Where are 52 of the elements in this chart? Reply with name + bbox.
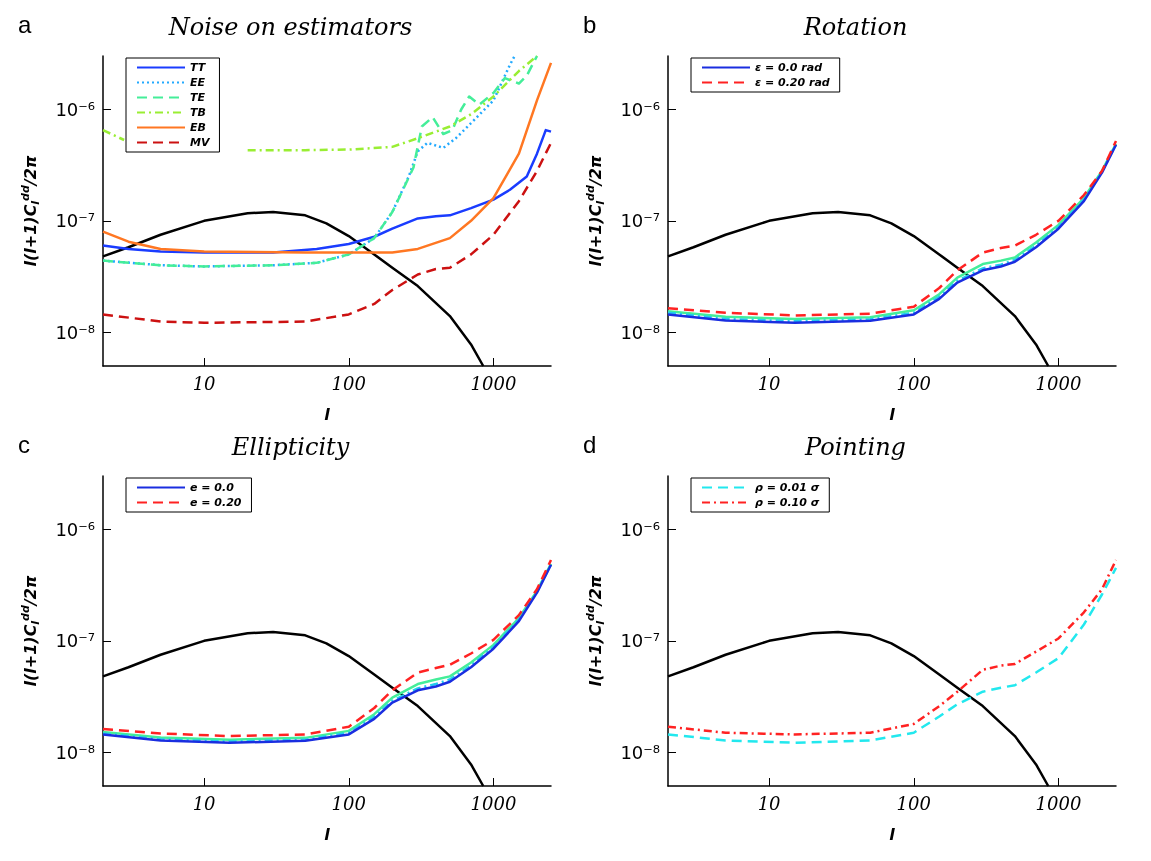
x-axis-title: l <box>324 404 331 424</box>
legend-label: ε = 0.20 rad <box>755 76 830 89</box>
x-tick-label: 10 <box>757 372 781 394</box>
chart-title: Pointing <box>804 433 906 461</box>
y-tick-label: 10⁻⁸ <box>620 741 660 763</box>
y-tick-label: 10⁻⁷ <box>620 630 660 652</box>
x-tick-label: 100 <box>331 792 366 814</box>
y-axis-title: l(l+1)Cldd/2π <box>584 155 607 267</box>
y-tick-label: 10⁻⁶ <box>620 518 660 540</box>
legend-label: ρ = 0.10 σ <box>755 496 820 509</box>
x-tick-label: 100 <box>896 792 931 814</box>
x-axis-title: l <box>889 824 896 844</box>
x-axis-title: l <box>889 404 896 424</box>
legend-label: MV <box>190 136 211 149</box>
x-axis-title: l <box>324 824 331 844</box>
legend-label: TB <box>190 106 206 119</box>
legend-label: ρ = 0.01 σ <box>755 481 820 494</box>
chart-title: Noise on estimators <box>167 13 413 41</box>
x-tick-label: 10 <box>757 792 781 814</box>
text: a <box>18 10 32 38</box>
x-tick-label: 1000 <box>470 372 517 394</box>
text: c <box>18 430 30 458</box>
y-tick-label: 10⁻⁸ <box>55 741 95 763</box>
y-tick-label: 10⁻⁸ <box>55 321 95 343</box>
x-tick-label: 1000 <box>1035 372 1082 394</box>
legend-label: e = 0.20 <box>190 496 242 509</box>
x-tick-label: 10 <box>192 372 216 394</box>
x-tick-label: 10 <box>192 792 216 814</box>
x-tick-label: 1000 <box>470 792 517 814</box>
text: b <box>583 10 597 38</box>
y-axis-title: l(l+1)Cldd/2π <box>19 575 42 687</box>
legend-label: ε = 0.0 rad <box>755 61 823 74</box>
y-tick-label: 10⁻⁷ <box>620 210 660 232</box>
legend-label: TE <box>190 91 206 104</box>
y-tick-label: 10⁻⁷ <box>55 210 95 232</box>
legend-label: e = 0.0 <box>190 481 235 494</box>
y-axis-title: l(l+1)Cldd/2π <box>19 155 42 267</box>
chart-title: Rotation <box>802 13 908 41</box>
y-axis-title: l(l+1)Cldd/2π <box>584 575 607 687</box>
legend-label: TT <box>190 61 207 74</box>
y-tick-label: 10⁻⁶ <box>55 98 95 120</box>
x-tick-label: 100 <box>331 372 366 394</box>
legend-label: EE <box>190 76 206 89</box>
x-tick-label: 1000 <box>1035 792 1082 814</box>
text: d <box>583 430 597 458</box>
y-tick-label: 10⁻⁸ <box>620 321 660 343</box>
chart-title: Ellipticity <box>230 433 350 461</box>
x-tick-label: 100 <box>896 372 931 394</box>
legend-label: EB <box>190 121 206 134</box>
y-tick-label: 10⁻⁶ <box>55 518 95 540</box>
y-tick-label: 10⁻⁶ <box>620 98 660 120</box>
y-tick-label: 10⁻⁷ <box>55 630 95 652</box>
